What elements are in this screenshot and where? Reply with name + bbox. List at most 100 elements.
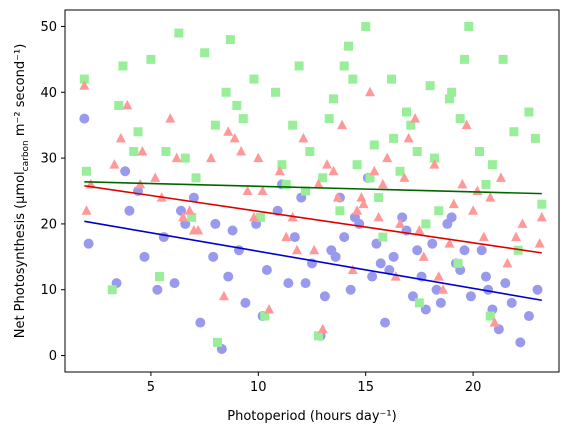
- data-point-circle: [79, 113, 90, 124]
- data-point-square: [221, 87, 231, 97]
- data-point-triangle: [395, 218, 406, 228]
- data-point-square: [475, 147, 485, 157]
- data-point-triangle: [249, 211, 260, 222]
- trend-line-2: [84, 184, 542, 254]
- data-point-triangle: [264, 303, 275, 314]
- y-axis-ticks: 0 10 20 30 40 50: [40, 20, 65, 364]
- data-point-square: [374, 193, 384, 203]
- data-point-circle: [195, 317, 206, 328]
- data-point-triangle: [358, 198, 369, 209]
- data-point-triangle: [468, 205, 479, 215]
- x-tick-label: 5: [147, 380, 155, 395]
- data-point-circle: [188, 192, 199, 203]
- data-point-circle: [120, 166, 131, 177]
- data-point-square: [498, 54, 508, 64]
- x-tick-label: 10: [250, 380, 267, 395]
- y-axis-label-main: Net Photosynthesis (µmol: [13, 171, 28, 338]
- data-point-circle: [300, 278, 311, 289]
- data-point-square: [118, 61, 128, 71]
- data-point-square: [294, 61, 304, 71]
- data-point-square: [447, 87, 457, 97]
- data-point-circle: [330, 251, 341, 262]
- data-point-circle: [465, 291, 476, 302]
- data-point-square: [455, 114, 465, 124]
- data-point-circle: [442, 218, 453, 229]
- data-point-circle: [227, 225, 238, 236]
- data-point-triangle: [511, 231, 522, 242]
- data-point-triangle: [236, 146, 247, 156]
- data-point-circle: [515, 337, 526, 348]
- data-point-square: [146, 54, 156, 64]
- data-point-triangle: [489, 317, 500, 327]
- y-tick-label: 10: [40, 283, 57, 298]
- y-axis-label-tail: m⁻² second⁻¹): [13, 44, 28, 141]
- data-point-square: [464, 21, 474, 31]
- data-point-square: [485, 311, 495, 321]
- data-point-square: [487, 160, 497, 170]
- data-point-square: [313, 331, 323, 341]
- x-tick-label: 15: [357, 380, 374, 395]
- data-point-square: [344, 41, 354, 51]
- data-point-square: [395, 166, 405, 176]
- data-point-triangle: [178, 211, 189, 222]
- data-point-square: [324, 114, 334, 124]
- series-square-points: [79, 21, 547, 347]
- data-point-triangle: [382, 152, 393, 163]
- data-point-square: [386, 74, 396, 84]
- data-point-triangle: [109, 159, 120, 169]
- data-point-square: [412, 147, 422, 157]
- data-point-square: [481, 179, 491, 189]
- data-point-circle: [208, 251, 219, 262]
- data-point-circle: [345, 284, 356, 295]
- data-point-square: [79, 74, 89, 84]
- data-point-square: [328, 94, 338, 104]
- data-point-circle: [158, 232, 169, 243]
- data-point-circle: [240, 297, 251, 308]
- data-point-square: [361, 21, 371, 31]
- data-point-triangle: [274, 165, 285, 176]
- data-point-square: [232, 100, 242, 110]
- data-point-triangle: [356, 192, 367, 202]
- data-point-square: [191, 173, 201, 183]
- data-point-square: [524, 107, 534, 117]
- data-point-square: [406, 120, 416, 130]
- data-point-square: [369, 140, 379, 150]
- x-axis-ticks: 5 10 15 20: [147, 372, 481, 395]
- data-point-circle: [283, 278, 294, 289]
- data-point-triangle: [171, 152, 182, 163]
- data-point-triangle: [352, 205, 363, 215]
- data-point-circle: [223, 271, 234, 282]
- data-point-circle: [388, 251, 399, 262]
- data-point-square: [402, 107, 412, 117]
- data-point-square: [255, 212, 265, 222]
- data-point-triangle: [373, 211, 384, 222]
- data-point-square: [305, 147, 315, 157]
- data-point-square: [365, 173, 375, 183]
- data-point-circle: [367, 271, 378, 282]
- data-point-circle: [124, 205, 135, 216]
- data-point-square: [161, 147, 171, 157]
- data-point-square: [509, 127, 519, 137]
- data-point-circle: [493, 324, 504, 335]
- y-tick-label: 30: [40, 152, 57, 167]
- data-point-triangle: [328, 165, 339, 176]
- data-point-circle: [500, 278, 511, 289]
- data-point-square: [281, 179, 291, 189]
- data-point-triangle: [377, 178, 388, 189]
- data-point-triangle: [322, 159, 333, 169]
- y-tick-label: 20: [40, 217, 57, 232]
- data-point-triangle: [229, 132, 240, 143]
- data-point-triangle: [414, 224, 425, 235]
- data-point-square: [537, 199, 547, 209]
- data-point-circle: [319, 291, 330, 302]
- data-point-circle: [427, 238, 438, 249]
- data-point-triangle: [218, 290, 229, 301]
- data-point-triangle: [337, 119, 348, 130]
- data-point-square: [425, 81, 435, 91]
- x-axis-label: Photoperiod (hours day⁻¹): [227, 409, 396, 424]
- data-point-square: [434, 206, 444, 216]
- data-point-triangle: [438, 284, 449, 294]
- data-point-triangle: [472, 185, 483, 195]
- data-point-triangle: [137, 146, 148, 156]
- data-point-circle: [480, 271, 491, 282]
